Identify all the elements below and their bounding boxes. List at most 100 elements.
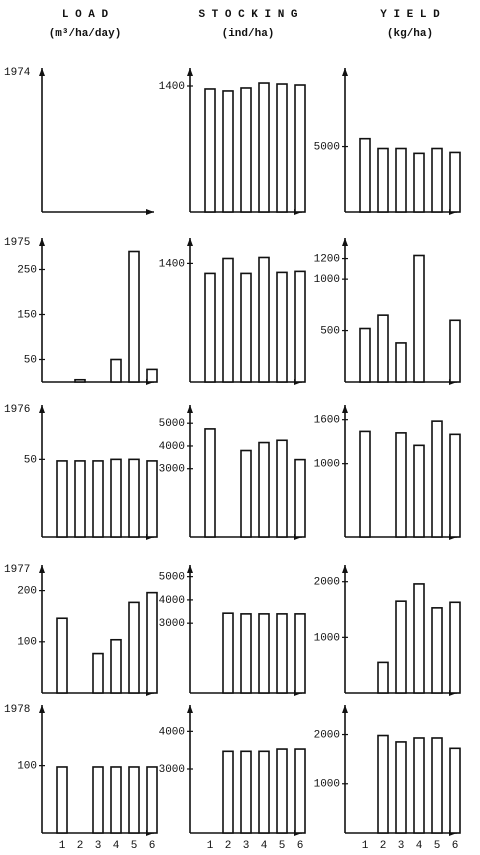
year-label: 1975 xyxy=(4,237,30,249)
y-tick-label: 200 xyxy=(17,586,37,598)
y-tick-label: 1000 xyxy=(314,632,340,644)
bar xyxy=(222,90,234,213)
x-tick-label: 2 xyxy=(225,840,232,852)
y-tick-label: 5000 xyxy=(314,141,340,153)
bar xyxy=(92,652,104,694)
bar xyxy=(146,766,158,834)
column-unit: (m³/ha/day) xyxy=(49,28,122,40)
bar xyxy=(258,82,270,213)
column-unit: (ind/ha) xyxy=(222,28,275,40)
x-tick-label: 5 xyxy=(279,840,286,852)
bar xyxy=(204,88,216,213)
bar xyxy=(240,272,252,383)
bar xyxy=(110,458,122,538)
bar xyxy=(240,449,252,538)
year-label: 1978 xyxy=(4,704,30,716)
y-tick-label: 1400 xyxy=(159,81,185,93)
bar xyxy=(294,748,306,834)
bar xyxy=(146,368,158,383)
bar xyxy=(56,617,68,694)
x-tick-label: 5 xyxy=(434,840,441,852)
y-tick-label: 1400 xyxy=(159,258,185,270)
y-tick-label: 1000 xyxy=(314,779,340,791)
bar xyxy=(359,327,371,383)
bar xyxy=(92,766,104,834)
column-title: S T O C K I N G xyxy=(198,9,297,21)
bar xyxy=(431,147,443,213)
x-tick-label: 5 xyxy=(131,840,138,852)
bar xyxy=(128,250,140,383)
bar xyxy=(276,613,288,694)
year-label: 1977 xyxy=(4,564,30,576)
bar xyxy=(128,766,140,834)
x-tick-label: 4 xyxy=(113,840,120,852)
bar xyxy=(128,601,140,694)
y-tick-label: 100 xyxy=(17,637,37,649)
bar xyxy=(240,613,252,694)
bar xyxy=(395,342,407,383)
bar xyxy=(222,257,234,383)
bar xyxy=(276,271,288,383)
axis-arrow xyxy=(39,405,45,413)
y-tick-label: 50 xyxy=(24,354,37,366)
bar xyxy=(431,737,443,834)
bar xyxy=(204,428,216,538)
x-tick-label: 6 xyxy=(297,840,304,852)
bar xyxy=(258,750,270,834)
y-tick-label: 5000 xyxy=(159,418,185,430)
bar xyxy=(377,661,389,694)
x-tick-label: 3 xyxy=(243,840,250,852)
x-tick-label: 1 xyxy=(59,840,66,852)
column-title: Y I E L D xyxy=(380,9,440,21)
bar xyxy=(413,583,425,694)
y-tick-label: 1200 xyxy=(314,253,340,265)
axis-arrow xyxy=(187,238,193,246)
bar xyxy=(449,151,461,213)
axis-arrow xyxy=(39,238,45,246)
bar xyxy=(413,152,425,213)
bar xyxy=(413,254,425,383)
axis-arrow xyxy=(342,705,348,713)
x-tick-label: 3 xyxy=(398,840,405,852)
axis-arrow xyxy=(342,405,348,413)
bar xyxy=(395,600,407,694)
axis-arrow xyxy=(39,705,45,713)
bar xyxy=(258,441,270,538)
axis-arrow xyxy=(146,209,154,215)
y-tick-label: 4000 xyxy=(159,595,185,607)
bar xyxy=(359,137,371,213)
bar xyxy=(258,613,270,694)
y-tick-label: 3000 xyxy=(159,618,185,630)
y-tick-label: 1600 xyxy=(314,415,340,427)
axis-arrow xyxy=(39,68,45,76)
bar xyxy=(359,430,371,538)
bar xyxy=(258,256,270,383)
bar xyxy=(240,87,252,213)
y-tick-label: 5000 xyxy=(159,572,185,584)
bar xyxy=(431,420,443,538)
bar xyxy=(92,460,104,538)
y-tick-label: 50 xyxy=(24,454,37,466)
y-tick-label: 1000 xyxy=(314,274,340,286)
bar xyxy=(128,458,140,538)
bar xyxy=(449,747,461,834)
x-tick-label: 4 xyxy=(416,840,423,852)
bar xyxy=(146,460,158,538)
bar xyxy=(377,147,389,213)
bar xyxy=(110,766,122,834)
column-title: L O A D xyxy=(62,9,109,21)
axis-arrow xyxy=(187,68,193,76)
y-tick-label: 3000 xyxy=(159,464,185,476)
bar xyxy=(146,591,158,694)
x-tick-label: 3 xyxy=(95,840,102,852)
x-tick-label: 4 xyxy=(261,840,268,852)
bar xyxy=(276,439,288,538)
bar xyxy=(240,750,252,834)
bar xyxy=(294,458,306,538)
bar xyxy=(449,433,461,538)
y-tick-label: 100 xyxy=(17,761,37,773)
axis-arrow xyxy=(187,705,193,713)
axis-arrow xyxy=(342,68,348,76)
y-tick-label: 3000 xyxy=(159,764,185,776)
